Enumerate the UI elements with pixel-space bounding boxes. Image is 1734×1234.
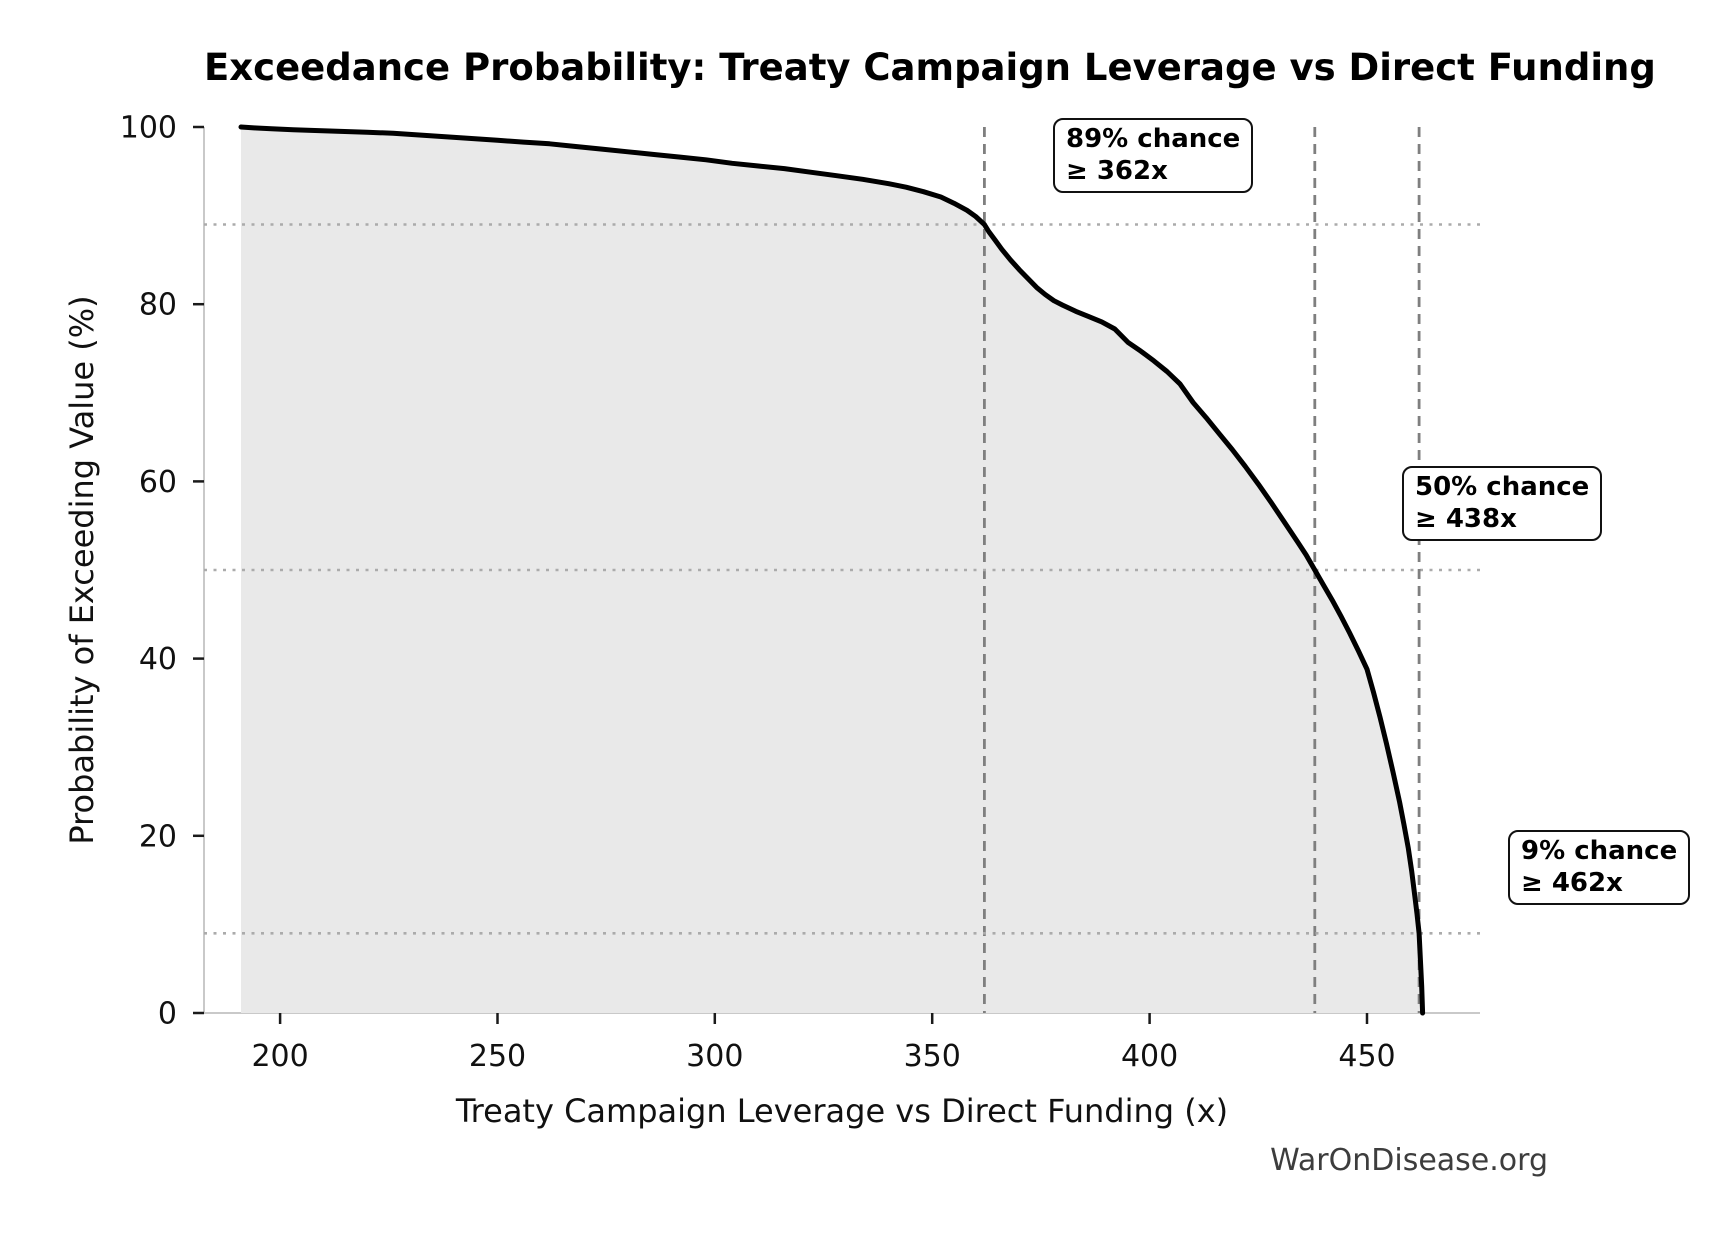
x-tick-label: 250 <box>469 1039 526 1074</box>
x-tick-label: 350 <box>904 1039 961 1074</box>
annotation-89-line1: 89% chance <box>1066 124 1241 154</box>
y-tick-label: 40 <box>139 642 177 677</box>
x-tick-label: 200 <box>251 1039 308 1074</box>
y-tick-label: 20 <box>139 819 177 854</box>
y-tick-label: 60 <box>139 465 177 500</box>
y-tick-label: 80 <box>139 288 177 323</box>
annotation-50-percent: 50% chance ≥ 438x <box>1402 466 1603 542</box>
chart-title: Exceedance Probability: Treaty Campaign … <box>204 46 1656 89</box>
annotation-9-line1: 9% chance <box>1521 836 1678 866</box>
x-tick-label: 400 <box>1121 1039 1178 1074</box>
y-tick-label: 100 <box>120 111 177 146</box>
exceedance-curve <box>238 124 1426 1016</box>
y-tick-label: 0 <box>158 997 177 1032</box>
annotation-50-line1: 50% chance <box>1415 472 1590 502</box>
y-axis-label: Probability of Exceeding Value (%) <box>63 295 101 845</box>
annotation-9-line2: ≥ 462x <box>1521 867 1623 898</box>
x-tick-label: 450 <box>1338 1039 1395 1074</box>
watermark: WarOnDisease.org <box>1270 1143 1548 1178</box>
annotation-89-percent: 89% chance ≥ 362x <box>1053 118 1254 194</box>
annotation-50-line2: ≥ 438x <box>1415 503 1517 534</box>
annotation-9-percent: 9% chance ≥ 462x <box>1508 830 1691 906</box>
x-tick-label: 300 <box>686 1039 743 1074</box>
annotation-89-line2: ≥ 362x <box>1066 155 1168 186</box>
x-axis-label: Treaty Campaign Leverage vs Direct Fundi… <box>455 1092 1229 1130</box>
